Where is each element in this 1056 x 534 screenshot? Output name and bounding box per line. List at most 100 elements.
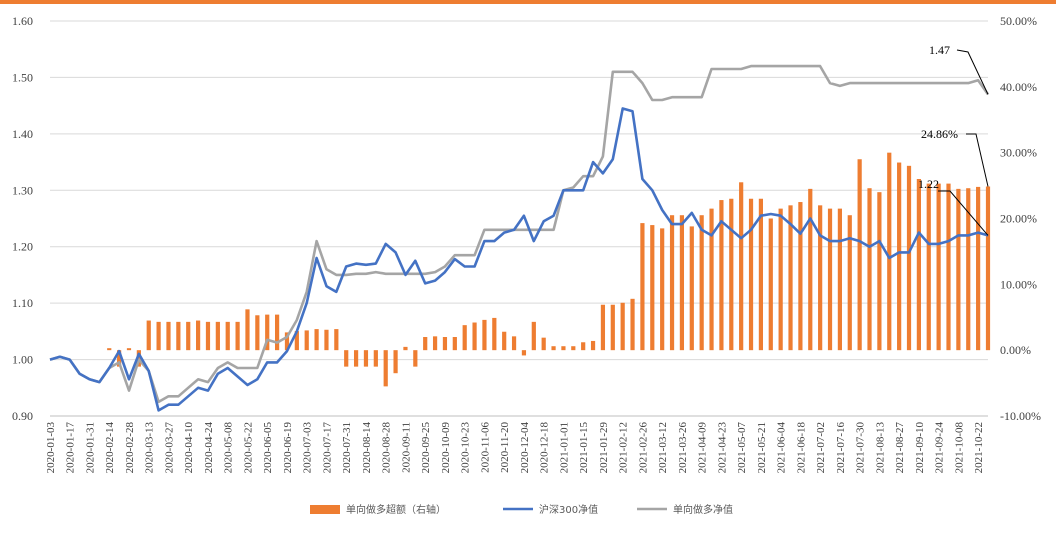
bar [432,336,438,351]
x-tick-label: 2020-05-08 [223,422,235,474]
bar [729,198,734,351]
bar [966,188,971,351]
x-tick-label: 2020-04-10 [183,422,195,474]
bar [117,350,122,367]
bar [442,337,448,351]
bar [788,205,793,351]
x-tick-label: 2021-05-07 [736,422,748,474]
x-tick-label: 2020-11-06 [479,422,491,473]
gridlines [50,20,988,417]
bar [600,304,606,351]
x-tick-label: 2020-12-18 [539,422,551,474]
bar [906,165,912,351]
bar [561,346,566,351]
bar [739,182,744,351]
bar [146,320,151,351]
annotation-label: 1.47 [929,43,950,57]
bar [758,198,764,351]
annotation-label: 24.86% [921,127,958,141]
y-left-tick-label: 1.60 [12,14,33,28]
x-tick-label: 2020-12-04 [519,422,531,474]
x-tick-label: 2020-07-17 [321,422,333,474]
bar [452,337,457,351]
bar [679,215,685,351]
x-tick-label: 2021-07-02 [815,422,827,473]
bar [827,208,833,351]
legend-label: 沪深300净值 [539,503,598,516]
y-right-tick-label: -10.00% [1000,409,1041,423]
bar [640,223,645,351]
x-tick-label: 2020-05-22 [242,422,254,473]
bar [748,198,754,351]
bar [482,319,487,351]
x-tick-label: 2021-02-26 [637,422,649,474]
annotation-leader [938,190,989,236]
x-tick-label: 2020-08-28 [381,422,393,474]
line-hs300-nav [49,107,989,412]
y-left-tick-label: 1.20 [12,240,33,254]
legend-swatch [310,505,340,514]
bar [926,183,931,351]
bar [531,321,536,351]
bar [186,321,191,351]
bar [403,346,408,351]
bar [857,159,862,351]
x-tick-label: 2021-01-15 [578,422,590,474]
top-accent-bar [0,0,1056,4]
x-tick-label: 2020-11-20 [499,422,511,473]
bar [373,350,378,367]
bar [808,188,813,351]
legend-label: 单向做多超额（右轴） [346,503,446,516]
bar [462,325,467,351]
x-tick-label: 2021-07-16 [835,422,847,474]
x-tick-label: 2020-04-24 [203,422,215,474]
bar [166,321,171,351]
bar [304,330,309,351]
bar [660,228,665,351]
bar [551,346,556,351]
bar [324,329,329,351]
bar [867,188,872,351]
bar [778,208,783,351]
bar [413,350,418,367]
bar [156,321,161,351]
y-axis-right: -10.00% 0.00% 10.00% 20.00% 30.00% 40.00% 50.0… [1000,14,1041,423]
line-series [49,64,990,412]
bar [877,192,882,351]
bar [334,329,339,351]
bar [344,350,349,367]
annotations: 1.47 24.86% 1.22 [918,43,989,236]
bar [818,205,823,351]
x-tick-label: 2020-09-25 [420,422,432,474]
x-tick-label: 2021-10-22 [973,422,985,473]
x-tick-label: 2020-08-14 [361,422,373,474]
bar [363,350,369,367]
bar [541,337,546,351]
bar [768,218,773,351]
bar [581,342,586,351]
bar [353,350,359,367]
bar [620,302,625,351]
bar [719,200,724,351]
bar [837,208,842,351]
y-right-tick-label: 20.00% [1000,212,1037,226]
y-right-tick-label: 0.00% [1000,343,1031,357]
bar [946,183,951,351]
x-tick-label: 2020-06-19 [282,422,294,474]
annotation-leader [966,133,989,187]
y-right-tick-label: 50.00% [1000,14,1037,28]
annotation-label: 1.22 [918,177,939,191]
x-tick-label: 2021-09-24 [934,422,946,474]
bar [630,298,635,351]
bar [669,215,675,351]
x-tick-label: 2020-03-13 [144,422,156,474]
bar [956,188,961,351]
y-left-tick-label: 1.30 [12,183,33,197]
y-left-tick-label: 1.10 [12,296,33,310]
x-tick-label: 2020-01-31 [84,422,96,473]
x-tick-label: 2021-05-21 [756,422,768,473]
bar [215,321,220,351]
bar [393,350,398,374]
bar [709,208,714,351]
